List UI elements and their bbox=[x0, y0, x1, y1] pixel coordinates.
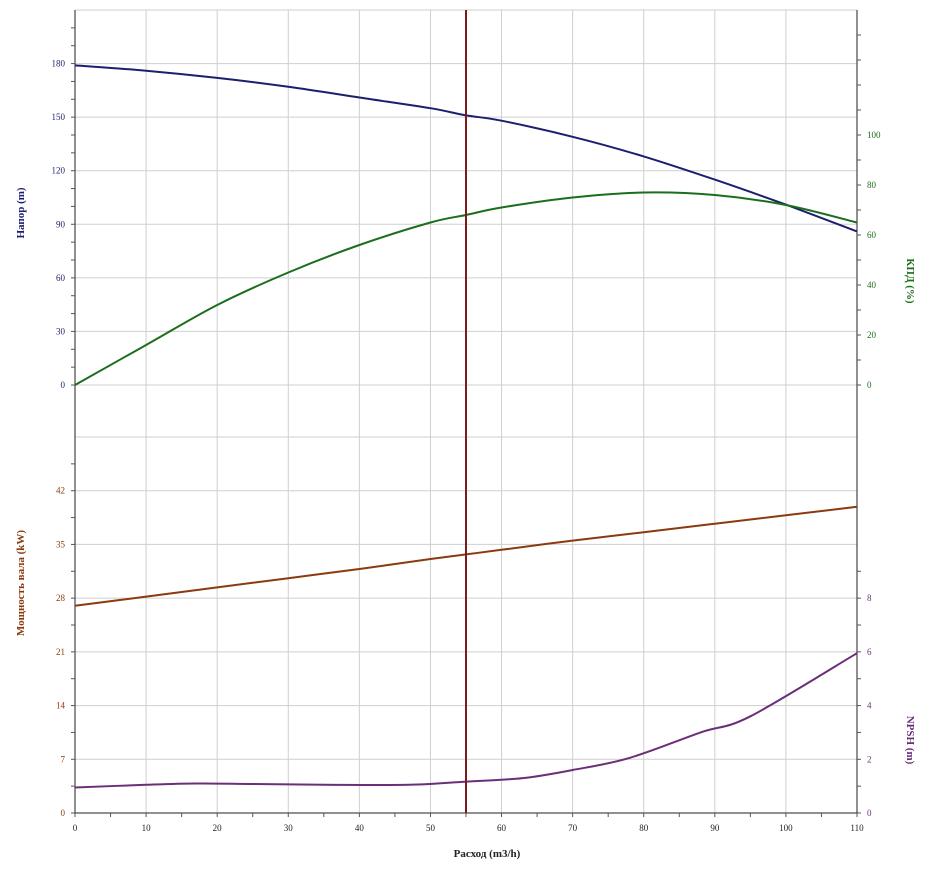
x-tick-label: 60 bbox=[497, 823, 507, 833]
efficiency-tick-label: 60 bbox=[867, 230, 877, 240]
head-tick-label: 150 bbox=[52, 112, 66, 122]
power-tick-label: 0 bbox=[61, 808, 66, 818]
power-tick-label: 35 bbox=[56, 539, 66, 549]
tick-labels: 0306090120150180020406080100071421283542… bbox=[52, 59, 882, 833]
head-tick-label: 0 bbox=[61, 380, 66, 390]
head-tick-label: 180 bbox=[52, 59, 66, 69]
x-tick-label: 10 bbox=[142, 823, 152, 833]
x-tick-label: 70 bbox=[568, 823, 578, 833]
x-tick-label: 30 bbox=[284, 823, 294, 833]
npsh-tick-label: 4 bbox=[867, 701, 872, 711]
efficiency-tick-label: 40 bbox=[867, 280, 877, 290]
x-tick-label: 110 bbox=[850, 823, 864, 833]
head-tick-label: 30 bbox=[56, 326, 66, 336]
efficiency-tick-label: 20 bbox=[867, 330, 877, 340]
x-axis-title: Расход (m3/h) bbox=[454, 848, 521, 860]
power-tick-label: 21 bbox=[56, 647, 65, 657]
npsh-tick-label: 8 bbox=[867, 593, 872, 603]
power-tick-label: 14 bbox=[56, 701, 66, 711]
npsh-axis-title: NPSH (m) bbox=[904, 716, 916, 765]
power-tick-label: 42 bbox=[56, 486, 65, 496]
power-axis-title: Мощность вала (kW) bbox=[15, 530, 27, 636]
head-tick-label: 90 bbox=[56, 219, 66, 229]
x-tick-label: 90 bbox=[710, 823, 720, 833]
x-tick-label: 100 bbox=[779, 823, 793, 833]
x-tick-label: 40 bbox=[355, 823, 365, 833]
head-tick-label: 120 bbox=[52, 166, 66, 176]
x-tick-label: 0 bbox=[73, 823, 78, 833]
npsh-tick-label: 2 bbox=[867, 754, 872, 764]
x-tick-label: 50 bbox=[426, 823, 436, 833]
efficiency-axis-title: КПД (%) bbox=[904, 258, 916, 304]
x-tick-label: 80 bbox=[639, 823, 649, 833]
efficiency-tick-label: 80 bbox=[867, 180, 877, 190]
head-tick-label: 60 bbox=[56, 273, 66, 283]
power-tick-label: 7 bbox=[61, 754, 66, 764]
npsh-tick-label: 6 bbox=[867, 647, 872, 657]
head-axis-title: Напор (m) bbox=[15, 187, 27, 238]
npsh-tick-label: 0 bbox=[867, 808, 872, 818]
power-tick-label: 28 bbox=[56, 593, 66, 603]
efficiency-tick-label: 0 bbox=[867, 380, 872, 390]
x-tick-label: 20 bbox=[213, 823, 223, 833]
efficiency-tick-label: 100 bbox=[867, 130, 881, 140]
